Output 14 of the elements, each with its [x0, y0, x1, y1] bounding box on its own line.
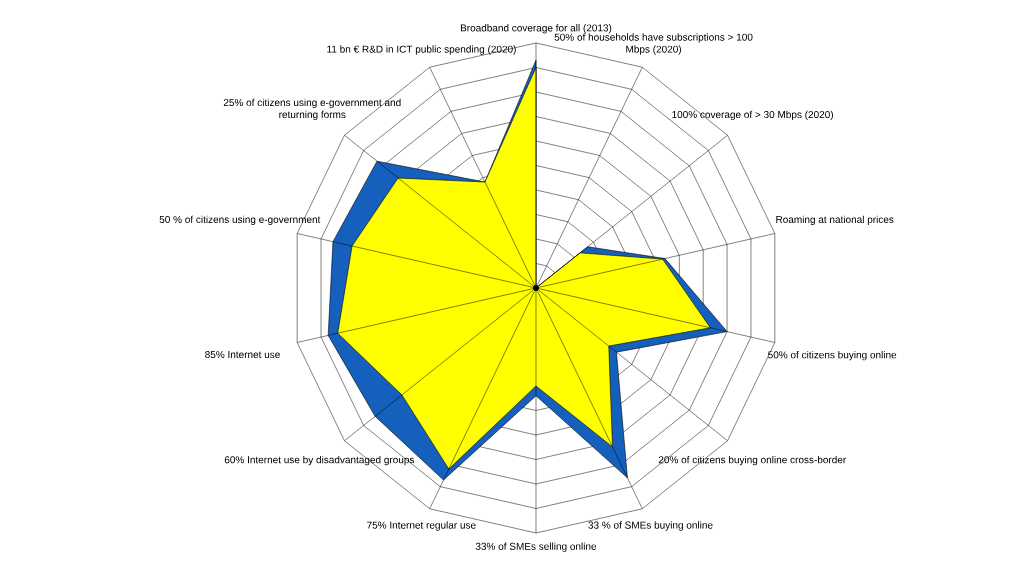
spoke-label: 25% of citizens using e-government and returning forms [223, 98, 401, 121]
spoke-label: 75% Internet regular use [367, 521, 476, 531]
spoke-label: 50% of households have subscriptions > 100 Mbps (2020) [554, 33, 753, 55]
spoke-label: 11 bn € R&D in ICT public spending (2020) [327, 45, 516, 55]
spoke-label: 85% Internet use [205, 351, 280, 359]
spoke-label: 50 % of citizens using e-government [159, 215, 321, 225]
spoke-label: 60% Internet use by disadvantaged groups [224, 455, 415, 466]
spoke-label: 50% of citizens buying online [768, 351, 897, 361]
spoke-label: 100% coverage of > 30 Mbps (2020) [672, 110, 833, 121]
spoke-label: 20% of citizens buying online cross-border [658, 455, 847, 466]
spoke-label: 33 % of SMEs buying online [588, 521, 713, 531]
spoke-label: Broadband coverage for all (2013) [460, 24, 612, 34]
spoke-label: 33% of SMEs selling online [475, 542, 597, 552]
spoke-label: Roaming at national prices [776, 215, 894, 225]
